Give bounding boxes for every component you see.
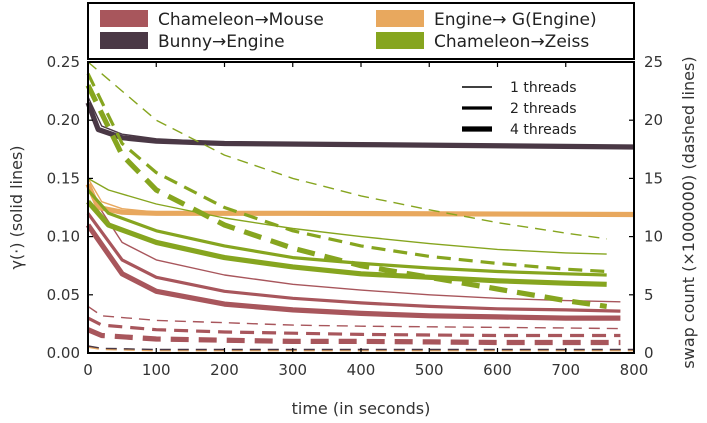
x-tick-label: 600	[483, 361, 512, 379]
x-tick-label: 300	[278, 361, 307, 379]
series-line	[85, 101, 635, 150]
series-line	[86, 327, 621, 346]
thread-legend-label: 4 threads	[510, 122, 577, 138]
thread-legend-label: 2 threads	[510, 101, 577, 117]
y-right-tick-label: 25	[644, 53, 663, 71]
x-tick-label: 400	[347, 361, 376, 379]
series-line	[87, 305, 621, 330]
y-right-tick-label: 10	[644, 228, 663, 246]
x-tick-label: 0	[83, 361, 93, 379]
series-line	[87, 61, 607, 240]
y-axis-label-left: γ(·) (solid lines)	[7, 145, 26, 269]
x-axis-label: time (in seconds)	[292, 399, 431, 418]
y-right-tick-label: 20	[644, 111, 663, 129]
y-left-tick-label: 0.20	[47, 111, 80, 129]
series-line	[85, 183, 635, 218]
legend-swatch	[376, 32, 424, 49]
legend-swatch	[100, 32, 148, 49]
y-right-tick-label: 15	[644, 169, 663, 187]
series-line	[87, 177, 607, 255]
y-right-tick-label: 0	[644, 344, 654, 362]
series-line	[85, 84, 608, 309]
series-line	[85, 223, 621, 321]
x-tick-label: 700	[551, 361, 580, 379]
y-left-tick-label: 0.00	[47, 344, 80, 362]
legend-label: Bunny→Engine	[158, 32, 285, 52]
x-tick-label: 200	[210, 361, 239, 379]
y-axis-label-right: swap count (×1000000) (dashed lines)	[679, 56, 698, 368]
series-line	[87, 189, 621, 303]
y-right-tick-label: 5	[644, 286, 654, 304]
thread-legend: 1 threads 2 threads 4 threads	[462, 80, 577, 138]
series-line	[87, 346, 634, 352]
series-line	[86, 199, 607, 287]
series-line	[87, 316, 621, 338]
legend-label: Chameleon→Mouse	[158, 10, 324, 30]
axes-layer: 0 100 200 300 400 500 600 700 8000.000.050.100.1…	[47, 53, 664, 379]
series-line	[86, 72, 607, 274]
series-line	[87, 345, 634, 351]
legend: Chameleon→Mouse Engine→ G(Engine) Bunny→En…	[87, 2, 635, 60]
x-tick-label: 800	[620, 361, 649, 379]
series-line	[86, 188, 607, 277]
legend-swatch	[376, 10, 424, 27]
y-left-tick-label: 0.15	[47, 169, 80, 187]
legend-frame	[87, 2, 635, 60]
series-line	[86, 212, 621, 313]
x-tick-label: 500	[415, 361, 444, 379]
legend-label: Chameleon→Zeiss	[434, 32, 589, 52]
y-left-tick-label: 0.25	[47, 53, 80, 71]
y-left-tick-label: 0.05	[47, 286, 80, 304]
legend-label: Engine→ G(Engine)	[434, 10, 597, 30]
y-left-tick-label: 0.10	[47, 228, 80, 246]
x-tick-label: 100	[142, 361, 171, 379]
series-layer	[85, 61, 635, 352]
legend-swatch	[100, 10, 148, 27]
thread-legend-label: 1 threads	[510, 80, 577, 96]
